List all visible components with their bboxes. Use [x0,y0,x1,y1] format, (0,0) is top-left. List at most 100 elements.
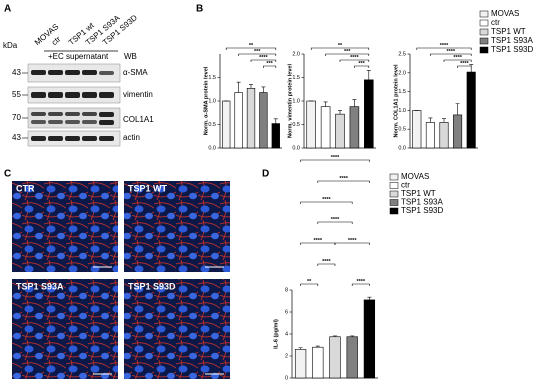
significance-label: *** [358,61,365,67]
bar [363,299,376,379]
bar [335,113,345,149]
y-tick-label: 0.5 [208,122,216,128]
y-tick-label: 0.5 [292,122,300,128]
y-tick-label: 1.0 [398,108,406,114]
protein-label: actin [123,133,140,142]
lane-label: ctr [50,34,63,47]
y-tick-label: 1.0 [208,98,216,104]
bar [306,100,316,149]
significance-label: **** [331,155,340,161]
legend-swatch [389,199,399,206]
y-tick-label: 2.0 [398,70,406,76]
error-bar [333,335,337,337]
significance-label: **** [259,55,268,61]
significance-label: **** [322,259,331,265]
legend-label: TSP1 S93D [491,45,533,54]
significance-bracket [457,65,472,68]
error-bar [323,101,328,107]
bar [466,71,476,149]
legend-label: TSP1 S93D [401,206,443,215]
error-bar [261,86,266,93]
legend-swatch [479,37,489,45]
error-bar [455,103,460,115]
protein-label: COL1A1 [123,115,154,124]
significance-bracket [325,53,370,56]
treatment-label: +EC supernatant [48,52,109,61]
micrograph [124,279,230,379]
image-label: TSP1 S93D [128,281,176,291]
y-tick-label: 0 [285,375,288,381]
significance-label: **** [314,238,323,244]
panel-label: D [262,169,269,180]
significance-label: *** [254,49,261,55]
error-bar [350,335,355,337]
legend-swatch [389,173,399,181]
y-axis-label: Norm. vimentin protein level [287,64,293,138]
y-axis-label: IL-6 (pg/ml) [273,319,279,349]
significance-label: ** [307,279,312,285]
error-bar [367,296,372,300]
legend-label: ctr [401,181,410,190]
y-tick-label: 0.0 [292,145,300,151]
legend-label: TSP1 S93A [401,198,443,207]
marker-label: 43 [12,68,21,77]
legend-swatch [389,207,399,215]
bar [329,336,341,379]
marker-label: 55 [12,90,21,99]
y-tick-label: 2.5 [398,51,406,57]
legend-label: TSP1 WT [491,27,526,36]
panel-label: C [4,169,11,180]
unit-label: kDa [3,41,18,50]
error-bar [366,70,371,80]
legend-label: TSP1 WT [401,189,436,198]
significance-label: **** [348,238,357,244]
significance-bracket [310,47,370,50]
error-bar [315,345,320,348]
micrograph [12,279,118,379]
significance-bracket [225,47,277,50]
error-bar [352,99,357,107]
error-bar [428,117,433,123]
panel-label: A [4,4,11,15]
bar [259,92,268,149]
significance-label: **** [447,49,456,55]
legend-swatch [389,182,399,189]
error-bar [469,64,474,73]
y-tick-label: 0.0 [398,145,406,151]
bar [222,100,231,149]
significance-bracket [334,242,370,245]
error-bar [249,84,253,89]
bar [439,122,449,149]
blot [27,63,121,147]
y-tick-label: 0.5 [398,127,406,133]
y-tick-label: 6 [285,309,288,315]
protein-label: α-SMA [123,68,148,77]
y-tick-label: 0.0 [208,145,216,151]
bar [346,336,358,379]
marker-label: 43 [12,133,21,142]
significance-bracket [263,65,277,68]
significance-bracket [416,47,472,50]
significance-label: **** [453,55,462,61]
y-tick-label: 1.5 [292,75,300,81]
significance-bracket [300,283,319,286]
legend-label: MOVAS [401,172,429,181]
significance-bracket [354,65,370,68]
legend-swatch [479,10,489,18]
y-axis-label: Norm. COL1A1 protein level [393,64,399,138]
significance-bracket [317,221,353,224]
significance-bracket [351,283,370,286]
significance-bracket [250,59,277,62]
significance-bracket [317,263,336,266]
error-bar [298,347,303,350]
significance-label: *** [266,61,273,67]
y-tick-label: 2 [285,353,288,359]
legend-swatch [479,28,489,36]
significance-label: **** [350,55,359,61]
legend-swatch [479,19,489,27]
y-tick-label: 2.0 [292,51,300,57]
y-axis-label: Norm. α-SMA protein level [203,66,209,135]
significance-bracket [430,53,472,56]
bar [453,114,463,149]
significance-label: **** [339,176,348,182]
